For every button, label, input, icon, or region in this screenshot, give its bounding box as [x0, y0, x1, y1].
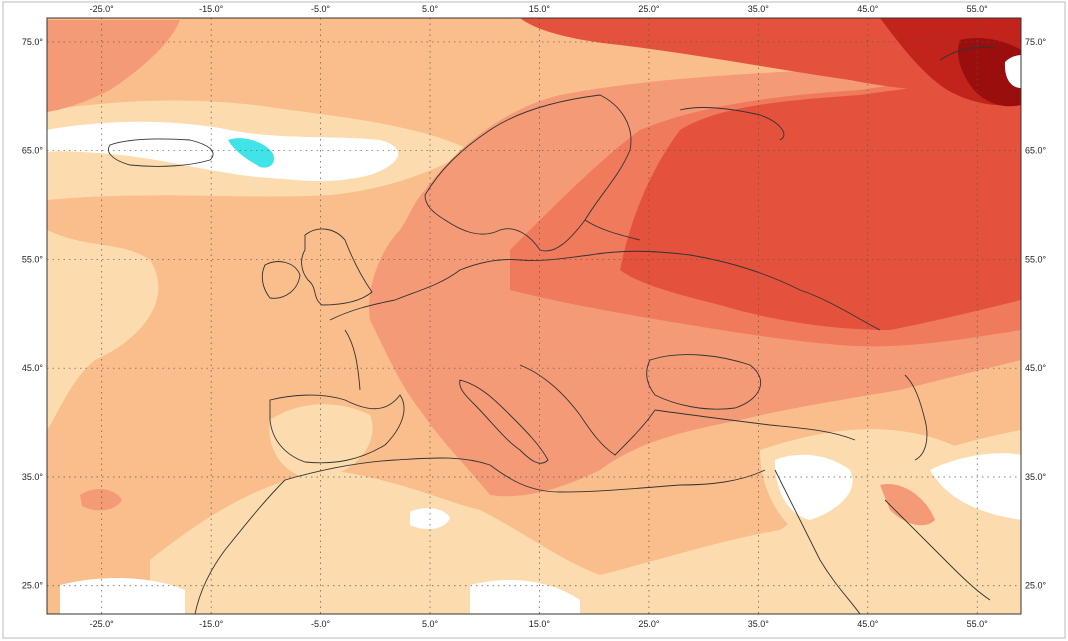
- coast-italy: [459, 379, 549, 464]
- field-mid-spot2: [880, 484, 935, 526]
- lon-tick-label-bottom: 55.0°: [967, 619, 989, 629]
- lon-tick-label-bottom: -5.0°: [311, 619, 331, 629]
- coast-nafrica: [284, 457, 766, 493]
- lat-tick-label-right: 25.0°: [1025, 581, 1047, 591]
- lat-tick-label-left: 25.0°: [22, 581, 44, 591]
- lat-tick-label-left: 55.0°: [22, 254, 44, 264]
- lon-tick-label-top: 15.0°: [529, 4, 551, 14]
- coast-redsea: [774, 469, 861, 614]
- field-red-russia: [620, 78, 1021, 330]
- plot-border: [46, 17, 1022, 615]
- lon-tick-label-top: -15.0°: [199, 4, 224, 14]
- coast-balkans: [519, 364, 656, 456]
- field-white-levant: [775, 454, 853, 520]
- lon-tick-label-top: -25.0°: [90, 4, 115, 14]
- lat-tick-label-left: 35.0°: [22, 472, 44, 482]
- coast-blacksea: [646, 354, 762, 410]
- lat-tick-label-right: 35.0°: [1025, 472, 1047, 482]
- lon-tick-label-bottom: 35.0°: [748, 619, 770, 629]
- lon-tick-label-bottom: -25.0°: [90, 619, 115, 629]
- anomaly-field: [47, 18, 1021, 614]
- lat-tick-label-right: 55.0°: [1025, 254, 1047, 264]
- coast-ireland: [261, 261, 301, 299]
- lat-tick-label-right: 65.0°: [1025, 146, 1047, 156]
- lon-tick-label-top: -5.0°: [311, 4, 331, 14]
- lon-tick-label-bottom: -15.0°: [199, 619, 224, 629]
- coast-britain: [301, 228, 373, 306]
- lat-tick-label-left: 45.0°: [22, 363, 44, 373]
- field-white-africa: [470, 580, 580, 614]
- coast-scandinavia: [424, 94, 632, 252]
- field-mid-spot1: [80, 488, 122, 511]
- coast-anatolia: [654, 409, 856, 441]
- lon-tick-label-bottom: 25.0°: [638, 619, 660, 629]
- field-white-sw: [60, 578, 185, 614]
- lon-tick-label-bottom: 5.0°: [422, 619, 439, 629]
- lon-tick-label-top: 35.0°: [748, 4, 770, 14]
- lat-tick-label-left: 75.0°: [22, 37, 44, 47]
- lat-tick-label-left: 65.0°: [22, 146, 44, 156]
- graticule: [47, 18, 1021, 614]
- lat-tick-label-right: 45.0°: [1025, 363, 1047, 373]
- field-pale-iberia: [269, 404, 373, 480]
- lon-tick-label-top: 5.0°: [422, 4, 439, 14]
- coast-atlantic-africa: [194, 479, 286, 614]
- coastlines: [108, 46, 996, 614]
- coast-france-med: [344, 329, 361, 391]
- field-mid-greenland: [47, 20, 180, 112]
- lon-tick-label-top: 25.0°: [638, 4, 660, 14]
- field-pale-sahara: [150, 430, 1021, 614]
- field-white-arctic: [1004, 55, 1021, 88]
- coast-caspian: [904, 374, 928, 461]
- coast-kola: [679, 107, 785, 141]
- lat-tick-label-right: 75.0°: [1025, 37, 1047, 47]
- lon-tick-label-top: 45.0°: [857, 4, 879, 14]
- field-darkest-arctic: [958, 38, 1021, 107]
- field-white-arabia: [930, 453, 1021, 520]
- field-pale-atlantic: [47, 230, 159, 430]
- field-white-greenland: [47, 121, 399, 182]
- coast-continent: [329, 250, 881, 331]
- coast-novaya: [939, 46, 996, 61]
- lon-tick-label-top: 55.0°: [967, 4, 989, 14]
- axis-labels: -25.0° -25.0° -15.0° -15.0° -5.0° -5.0° 5.0° 5.…: [22, 4, 1047, 629]
- coast-gulf: [884, 499, 991, 601]
- coast-iceland: [108, 138, 214, 167]
- coast-baltic: [584, 219, 641, 241]
- lon-tick-label-bottom: 45.0°: [857, 619, 879, 629]
- field-cyan-iceland: [228, 138, 275, 168]
- lon-tick-label-bottom: 15.0°: [529, 619, 551, 629]
- coast-iberia: [269, 394, 405, 464]
